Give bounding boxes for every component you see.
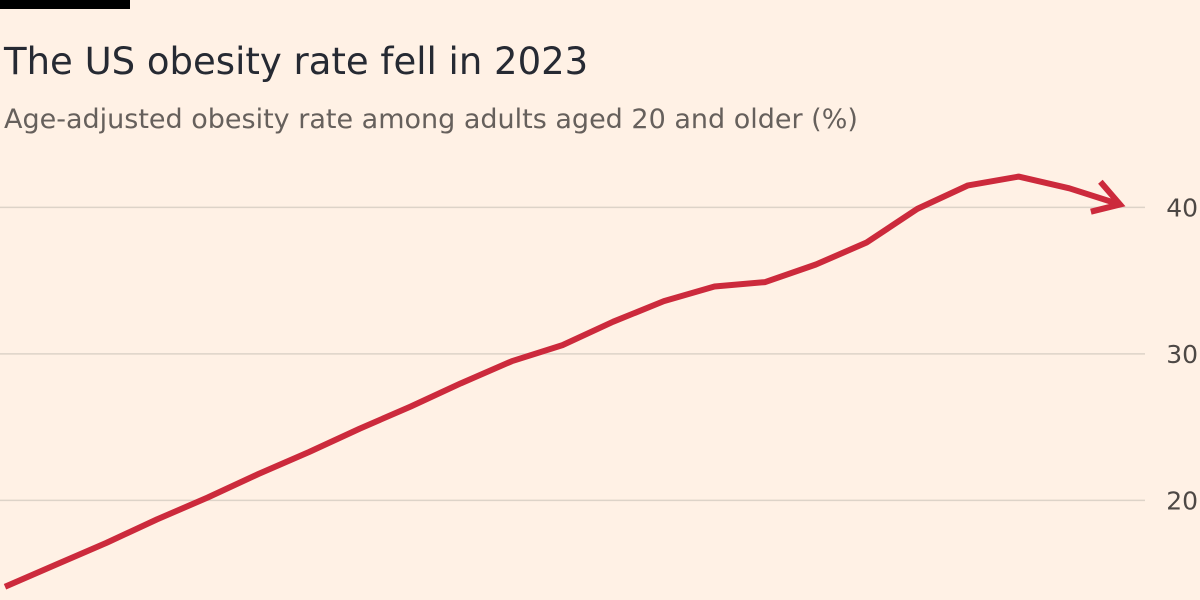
chart-title: The US obesity rate fell in 2023 <box>3 40 588 83</box>
y-tick-label: 30 <box>1166 340 1198 369</box>
chart-subtitle: Age-adjusted obesity rate among adults a… <box>4 104 858 135</box>
y-tick-label: 40 <box>1166 193 1198 222</box>
brand-bar <box>0 0 130 9</box>
arrow-head <box>1090 179 1126 215</box>
line-series <box>3 173 1121 590</box>
y-tick-label: 20 <box>1166 486 1198 515</box>
